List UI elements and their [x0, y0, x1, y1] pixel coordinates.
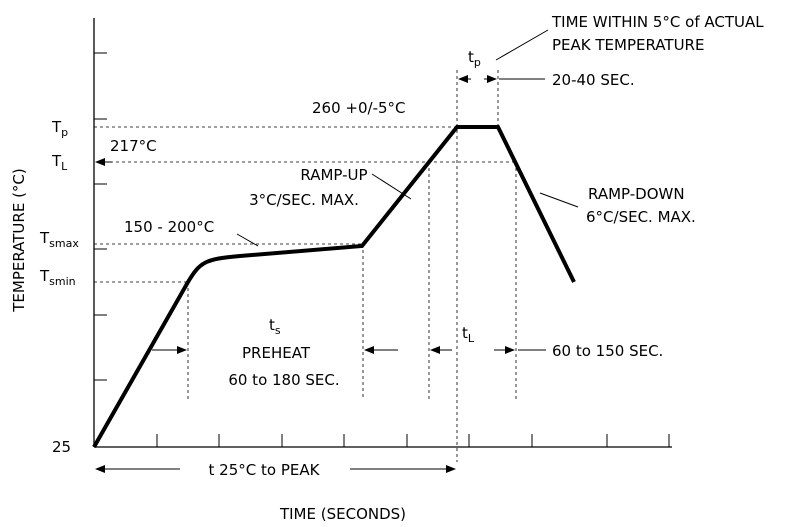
ramp-up-label-line2: 3°C/SEC. MAX. — [249, 191, 359, 209]
ramp-down-label-line2: 6°C/SEC. MAX. — [586, 208, 696, 226]
soak-temp-label: 150 - 200°C — [124, 218, 214, 236]
time-within-leader — [495, 29, 549, 61]
x-axis-ticks — [156, 434, 670, 447]
tick-tp: Tp — [51, 118, 68, 139]
tp-label: tp — [468, 48, 481, 69]
tick-tsmax: Tsmax — [39, 229, 79, 250]
soak-temp-leader — [236, 233, 259, 247]
ramp-down-label-line1: RAMP-DOWN — [588, 185, 685, 203]
ts-label: ts — [269, 316, 281, 337]
tp-duration-label: 20-40 SEC. — [552, 71, 635, 89]
time-within-label-line1: TIME WITHIN 5°C of ACTUAL — [551, 13, 764, 31]
reflow-profile-curve — [92, 125, 576, 448]
ramp-up-label-line1: RAMP-UP — [300, 166, 367, 184]
preheat-label-line1: PREHEAT — [242, 344, 311, 362]
x-axis-title: TIME (SECONDS) — [279, 505, 406, 523]
tick-origin: 25 — [52, 438, 71, 456]
y-axis-ticks — [94, 52, 107, 381]
tl-duration-label: 60 to 150 SEC. — [552, 342, 663, 360]
tick-tsmin: Tsmin — [39, 267, 76, 288]
peak-temp-label: 260 +0/-5°C — [312, 99, 406, 117]
temperature-reference-lines — [94, 126, 513, 283]
time-within-label-line2: PEAK TEMPERATURE — [552, 36, 704, 54]
time-to-peak-label: t 25°C to PEAK — [209, 461, 321, 479]
ramp-up-leader — [371, 173, 412, 200]
y-axis-title: TEMPERATURE (°C) — [10, 168, 28, 313]
time-reference-lines — [187, 70, 517, 462]
ramp-down-leader — [539, 192, 579, 208]
preheat-label-line2: 60 to 180 SEC. — [228, 371, 339, 389]
tl-label: tL — [462, 324, 475, 345]
liquidus-temp-label: 217°C — [110, 137, 157, 155]
tick-tl: TL — [51, 152, 68, 173]
